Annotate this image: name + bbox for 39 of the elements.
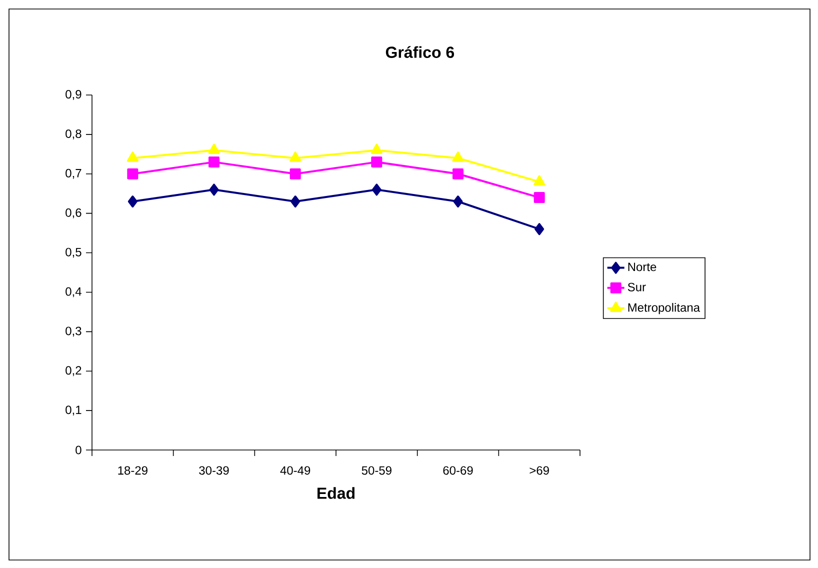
legend-label: Norte [628,262,656,272]
point [452,168,464,180]
chart-title: Gráfico 6 [386,46,454,58]
x-tick-label: 50-59 [362,466,392,475]
point [290,168,301,180]
point [128,196,138,208]
y-tick-label: 0,6 [66,208,82,218]
point [208,156,220,168]
x-tick-label: 18-29 [118,466,148,475]
legend-label: Sur [628,282,646,292]
point [452,152,464,162]
point [208,144,220,154]
legend-label: Metropolitana [628,302,700,314]
x-tick-label: 40-49 [280,466,310,475]
point [290,152,302,162]
y-tick-label: 0,2 [66,366,82,376]
y-tick-label: 0,5 [66,248,82,258]
point [370,144,382,154]
point [534,223,544,236]
point [127,168,138,180]
x-tick-label: 60-69 [443,466,473,475]
point [209,184,219,196]
point [290,196,300,208]
y-tick-label: 0,1 [66,406,82,416]
y-tick-label: 0,3 [66,326,82,337]
point [453,196,463,208]
point [126,152,138,162]
x-tick-label: 30-39 [199,466,229,475]
y-tick-label: 0,4 [66,287,82,298]
y-tick-label: 0 [76,446,82,454]
y-tick-label: 0,8 [66,129,82,140]
y-tick-label: 0,9 [66,90,82,100]
y-tick-label: 0,7 [66,168,82,179]
point [534,175,546,186]
point [371,156,382,168]
point [534,192,545,204]
x-tick-label: >69 [530,466,549,475]
point [372,184,382,196]
x-axis-title: Edad [318,487,355,499]
